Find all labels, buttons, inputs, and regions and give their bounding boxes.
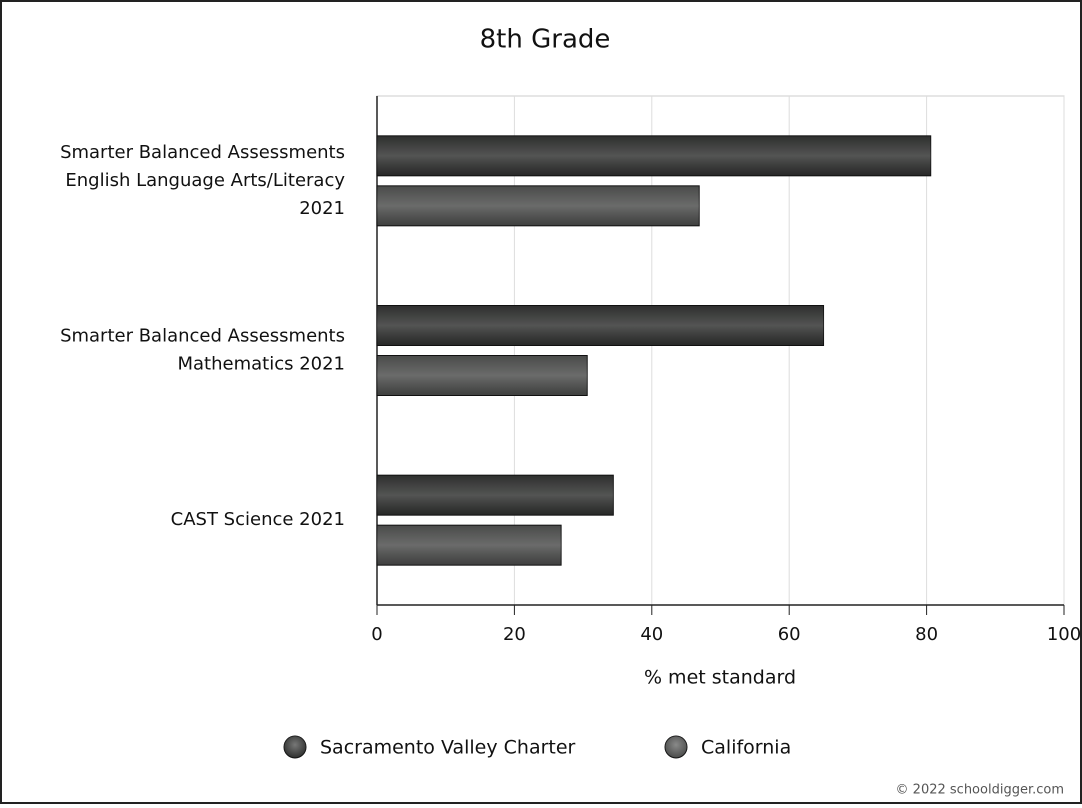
bar-shine [377, 135, 931, 176]
legend-marker-shine [665, 736, 687, 758]
x-axis-label: % met standard [644, 667, 796, 689]
legend-label: Sacramento Valley Charter [320, 737, 576, 759]
x-tick-label: 0 [371, 624, 382, 645]
x-tick-label: 60 [778, 624, 801, 645]
y-tick-label: English Language Arts/Literacy [65, 170, 345, 191]
bar-shine [377, 475, 614, 516]
x-tick-label: 40 [640, 624, 663, 645]
bar-shine [377, 305, 824, 346]
legend-marker-shine [284, 736, 306, 758]
y-tick-label: Smarter Balanced Assessments [60, 142, 345, 163]
x-tick-label: 20 [503, 624, 526, 645]
y-tick-label: Smarter Balanced Assessments [60, 326, 345, 347]
y-tick-label: Mathematics 2021 [177, 354, 345, 375]
bar-shine [377, 185, 700, 226]
x-tick-label: 80 [915, 624, 938, 645]
credit: © 2022 schooldigger.com [896, 783, 1064, 798]
y-tick-label: CAST Science 2021 [171, 509, 345, 530]
y-tick-label: 2021 [299, 198, 345, 219]
bar-shine [377, 355, 588, 396]
bar-shine [377, 525, 562, 566]
legend-label: California [701, 737, 791, 759]
x-tick-label: 100 [1047, 624, 1081, 645]
chart-title: 8th Grade [480, 25, 611, 55]
plot-area [376, 95, 1065, 606]
